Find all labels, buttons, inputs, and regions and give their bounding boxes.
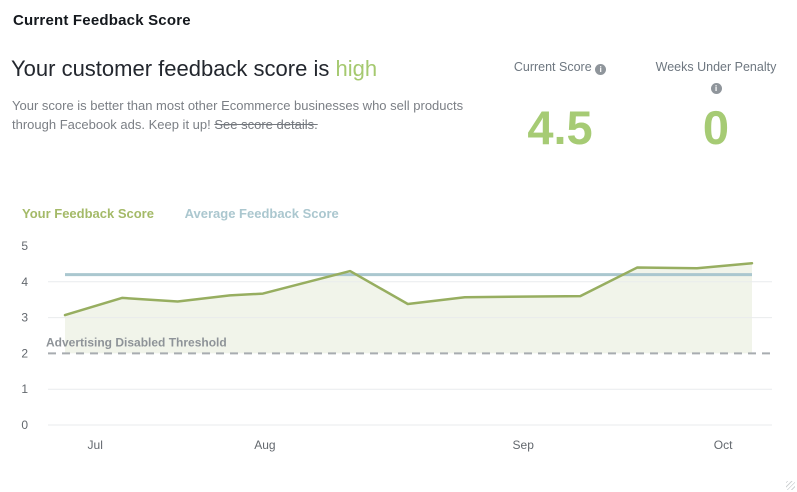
- panel-title: Current Feedback Score: [13, 12, 191, 29]
- y-axis-tick-label: 1: [21, 382, 28, 396]
- x-axis-tick-label: Jul: [88, 438, 103, 452]
- x-axis-tick-label: Oct: [714, 438, 733, 452]
- x-axis-tick-label: Sep: [513, 438, 535, 452]
- see-score-details-link[interactable]: See score details.: [214, 117, 318, 132]
- resize-handle-icon[interactable]: [786, 481, 795, 490]
- y-axis-tick-label: 0: [21, 418, 28, 432]
- headline: Your customer feedback score is high: [11, 56, 377, 82]
- info-icon[interactable]: i: [595, 64, 607, 75]
- current-score-label: Current Score: [513, 60, 592, 74]
- y-axis-tick-label: 4: [21, 275, 28, 289]
- weeks-penalty-info-row: i: [648, 77, 784, 94]
- threshold-label: Advertising Disabled Threshold: [46, 335, 227, 349]
- legend-average-feedback-score[interactable]: Average Feedback Score: [184, 206, 339, 221]
- your-score-line: [63, 261, 754, 317]
- current-score-label-row: Current Score i: [493, 60, 627, 75]
- description-line-2: through Facebook ads. Keep it up!: [12, 117, 211, 132]
- y-axis-tick-label: 3: [21, 311, 28, 325]
- score-status-text: high: [335, 56, 378, 81]
- y-axis-tick-label: 2: [21, 346, 28, 360]
- weeks-penalty-value: 0: [702, 101, 730, 154]
- weeks-under-penalty-stat: Weeks Under Penalty i 0: [648, 60, 784, 151]
- x-axis-tick-label: Aug: [254, 438, 275, 452]
- your-score-area: [65, 263, 752, 354]
- legend-your-feedback-score[interactable]: Your Feedback Score: [22, 206, 154, 221]
- current-score-value: 4.5: [527, 101, 593, 154]
- chart-legend: Your Feedback Score Average Feedback Sco…: [22, 206, 339, 221]
- current-score-stat: Current Score i 4.5: [493, 60, 627, 151]
- feedback-score-chart: 5 4 3 2 1 0 Jul Aug Sep Oct Advertising Disabled T…: [21, 239, 772, 452]
- description: Your score is better than most other Eco…: [12, 96, 463, 134]
- info-icon[interactable]: i: [710, 83, 722, 94]
- y-axis-tick-label: 5: [21, 239, 28, 253]
- headline-text: Your customer feedback score is: [11, 56, 336, 81]
- description-line-1: Your score is better than most other Eco…: [12, 98, 464, 113]
- weeks-penalty-label: Weeks Under Penalty: [655, 60, 777, 74]
